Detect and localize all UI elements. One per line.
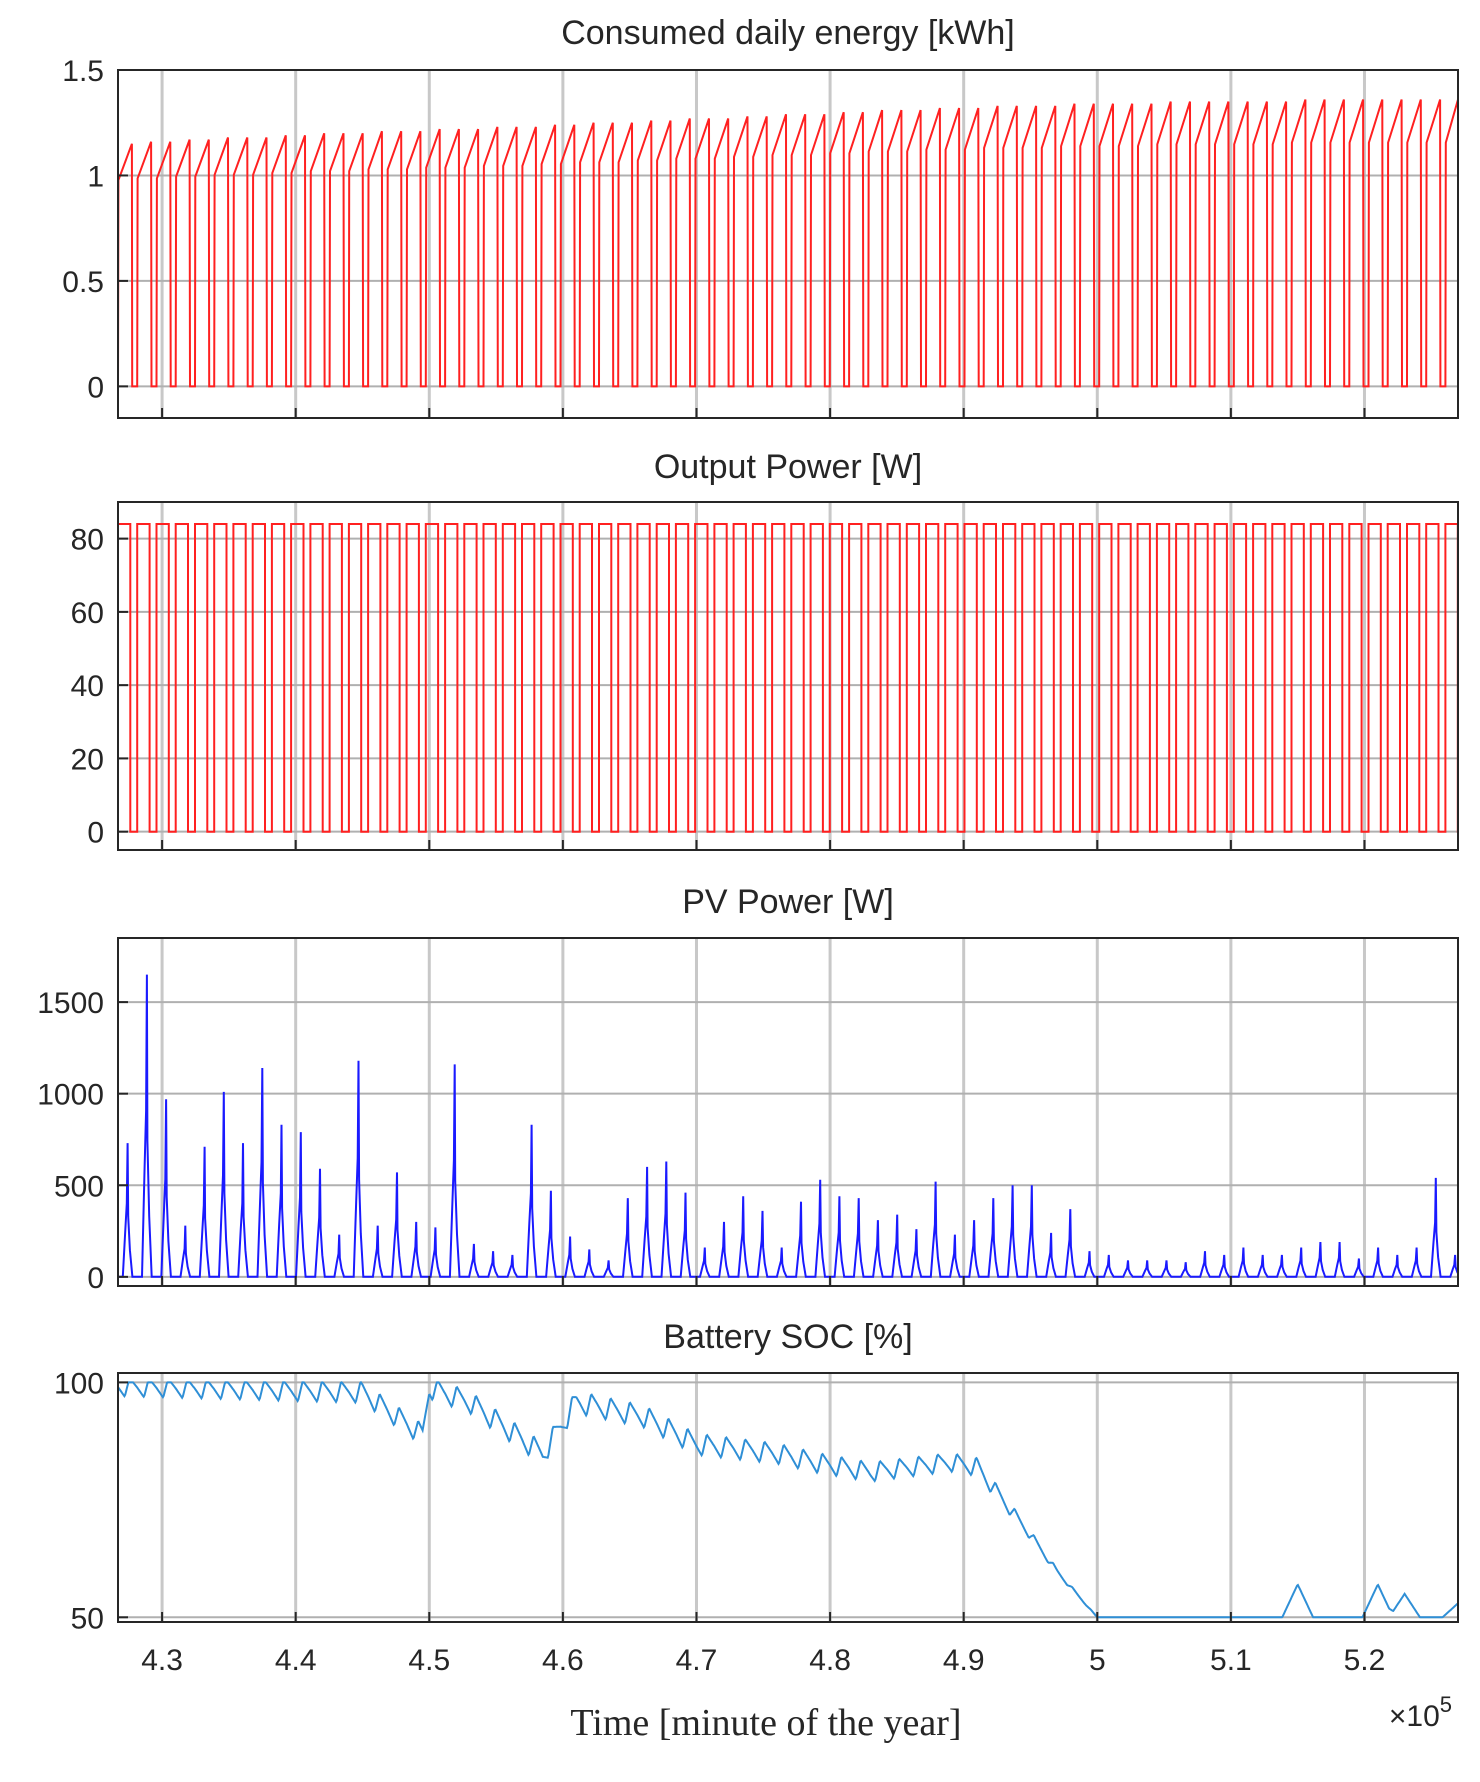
x-axis-exponent: ×105 xyxy=(1389,1692,1452,1733)
output-power-w-axes-box xyxy=(117,501,1459,851)
output-power-w-y-tick-label: 40 xyxy=(71,670,104,703)
output-power-w-title: Output Power [W] xyxy=(654,448,922,486)
consumed-daily-energy-kwh-panel: 0 0.5 1 1.5 Consumed daily energy [kWh] xyxy=(62,14,1459,419)
battery-soc-title: Battery SOC [%] xyxy=(663,1318,912,1356)
battery-soc-panel: 50 100 Battery SOC [%] xyxy=(54,1318,1459,1635)
x-tick-label: 4.6 xyxy=(542,1644,584,1677)
consumed-daily-energy-kwh-y-tick-label: 0 xyxy=(87,371,104,404)
x-tick-labels: 4.3 4.4 4.5 4.6 4.7 4.8 4.9 5 5.1 5.2 xyxy=(141,1644,1385,1677)
output-power-w-y-tick-label: 80 xyxy=(71,524,104,557)
x-tick-label: 4.8 xyxy=(809,1644,851,1677)
x-tick-label: 4.7 xyxy=(676,1644,718,1677)
consumed-daily-energy-kwh-title: Consumed daily energy [kWh] xyxy=(561,14,1015,52)
pv-power-w-axes-box xyxy=(117,937,1459,1287)
pv-power-w-series-line xyxy=(118,974,1458,1278)
consumed-daily-energy-kwh-plot-area xyxy=(118,70,1458,418)
x-tick-label: 4.3 xyxy=(141,1644,183,1677)
output-power-w-y-tick-label: 0 xyxy=(87,817,104,850)
consumed-daily-energy-kwh-y-tick-label: 1.5 xyxy=(62,55,104,88)
battery-soc-plot-area xyxy=(118,1373,1458,1622)
output-power-w-y-tick-label: 60 xyxy=(71,597,104,630)
consumed-daily-energy-kwh-axes-box xyxy=(117,69,1459,419)
x-tick-label: 5 xyxy=(1089,1644,1106,1677)
consumed-daily-energy-kwh-y-tick-label: 1 xyxy=(87,160,104,193)
output-power-w-panel: 0 20 40 60 80 Output Power [W] xyxy=(71,448,1459,851)
pv-power-w-grid xyxy=(118,938,1458,1286)
consumed-daily-energy-kwh-y-tick-label: 0.5 xyxy=(62,266,104,299)
pv-power-w-y-tick-label: 1500 xyxy=(37,987,104,1020)
x-axis-exponent-power: 5 xyxy=(1440,1692,1452,1717)
x-axis: 4.3 4.4 4.5 4.6 4.7 4.8 4.9 5 5.1 5.2 Time [minut… xyxy=(141,1644,1452,1744)
output-power-w-y-tick-label: 20 xyxy=(71,743,104,776)
pv-power-w-plot-area xyxy=(118,938,1458,1286)
x-axis-label: Time [minute of the year] xyxy=(570,1702,961,1744)
battery-soc-series-line xyxy=(118,1380,1458,1619)
x-tick-label: 4.5 xyxy=(408,1644,450,1677)
chart-panels: 0 0.5 1 1.5 Consumed daily energy [kWh] 0 20 40… xyxy=(37,14,1459,1635)
x-axis-exponent-base: ×10 xyxy=(1389,1700,1440,1733)
pv-power-w-y-tick-label: 1000 xyxy=(37,1079,104,1112)
x-tick-label: 4.4 xyxy=(275,1644,317,1677)
x-tick-label: 4.9 xyxy=(943,1644,985,1677)
pv-power-w-title: PV Power [W] xyxy=(682,883,894,921)
consumed-daily-energy-kwh-series-line xyxy=(118,99,1458,388)
pv-power-w-y-tick-label: 0 xyxy=(87,1262,104,1295)
output-power-w-series-line xyxy=(118,523,1458,833)
x-tick-label: 5.2 xyxy=(1344,1644,1386,1677)
battery-soc-y-tick-label: 50 xyxy=(71,1602,104,1635)
battery-soc-grid xyxy=(118,1373,1458,1622)
x-tick-label: 5.1 xyxy=(1210,1644,1252,1677)
pv-power-w-y-tick-label: 500 xyxy=(54,1170,104,1203)
battery-soc-y-tick-label: 100 xyxy=(54,1367,104,1400)
pv-power-w-panel: 0 500 1000 1500 PV Power [W] xyxy=(37,883,1459,1295)
battery-soc-axes-box xyxy=(117,1372,1459,1623)
output-power-w-plot-area xyxy=(118,502,1458,850)
